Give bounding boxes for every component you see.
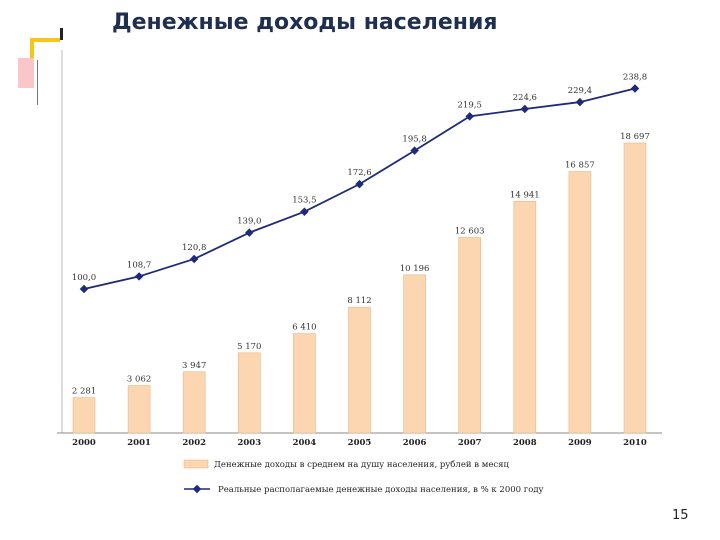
x-tick-2005: 2005 — [348, 438, 372, 448]
bar-2005 — [348, 306, 371, 434]
legend-bar-label: Денежные доходы в среднем на душу населе… — [214, 459, 509, 470]
line-label-2000: 100,0 — [72, 273, 96, 283]
bar-label-2009: 16 857 — [565, 161, 595, 171]
bar-2000 — [72, 397, 96, 434]
line-point-2010 — [630, 84, 640, 93]
line-label-2009: 229,4 — [568, 86, 592, 96]
x-tick-2000: 2000 — [72, 438, 96, 448]
line-label-2002: 120,8 — [182, 243, 206, 253]
x-tick-2008: 2008 — [513, 438, 537, 448]
x-tick-2004: 2004 — [293, 438, 317, 448]
legend-line-marker — [192, 484, 202, 494]
page-number: 15 — [672, 508, 689, 523]
line-label-2005: 172,6 — [347, 168, 371, 178]
x-tick-2002: 2002 — [182, 438, 206, 448]
line-label-2001: 108,7 — [127, 260, 151, 270]
line-point-2000 — [79, 284, 89, 294]
decorative-white-block — [34, 42, 64, 102]
bar-2004 — [293, 333, 316, 434]
x-tick-2003: 2003 — [237, 438, 261, 448]
real-income-line — [83, 87, 636, 290]
line-label-2006: 195,8 — [402, 135, 426, 145]
line-label-2010: 238,8 — [623, 73, 647, 83]
line-point-2001 — [134, 272, 144, 281]
bar-label-2005: 8 112 — [347, 296, 371, 306]
bar-2009 — [568, 171, 592, 434]
decorative-title-tick — [60, 28, 63, 40]
line-point-2008 — [520, 104, 530, 114]
x-tick-2010: 2010 — [623, 438, 647, 448]
bar-2001 — [127, 385, 151, 434]
bar-label-2010: 18 697 — [620, 132, 650, 142]
bar-label-2008: 14 941 — [510, 190, 540, 200]
line-label-2007: 219,5 — [458, 100, 482, 110]
line-label-2003: 139,0 — [237, 217, 261, 227]
bar-2008 — [513, 200, 537, 434]
line-point-2003 — [245, 228, 254, 237]
line-point-2004 — [300, 207, 309, 216]
x-tick-2006: 2006 — [403, 438, 427, 448]
line-point-2002 — [189, 254, 199, 264]
line-point-2006 — [410, 146, 419, 155]
legend-bar-swatch — [183, 459, 209, 469]
bar-2003 — [238, 352, 261, 434]
legend-line-label: Реальные располагаемые денежные доходы н… — [218, 485, 544, 495]
line-point-2005 — [355, 179, 364, 189]
bar-2010 — [623, 142, 647, 434]
x-tick-2001: 2001 — [127, 438, 151, 448]
bar-label-2001: 3 062 — [127, 375, 151, 385]
bar-2002 — [182, 371, 206, 434]
bar-2006 — [403, 274, 426, 434]
bar-label-2004: 6 410 — [292, 323, 316, 333]
bar-label-2007: 12 603 — [455, 227, 485, 237]
line-label-2008: 224,6 — [513, 93, 537, 103]
bar-label-2003: 5 170 — [237, 342, 261, 352]
x-tick-2007: 2007 — [458, 438, 482, 448]
decorative-vertical-line — [37, 60, 38, 105]
line-point-2009 — [575, 97, 585, 107]
bar-2007 — [458, 237, 482, 434]
page-title: Денежные доходы населения — [112, 10, 498, 35]
bar-label-2002: 3 947 — [182, 361, 206, 371]
x-tick-2009: 2009 — [568, 438, 592, 448]
line-label-2004: 153,5 — [292, 196, 316, 206]
bar-label-2000: 2 281 — [72, 387, 96, 397]
bar-label-2006: 10 196 — [400, 264, 430, 274]
line-point-2007 — [465, 112, 474, 121]
